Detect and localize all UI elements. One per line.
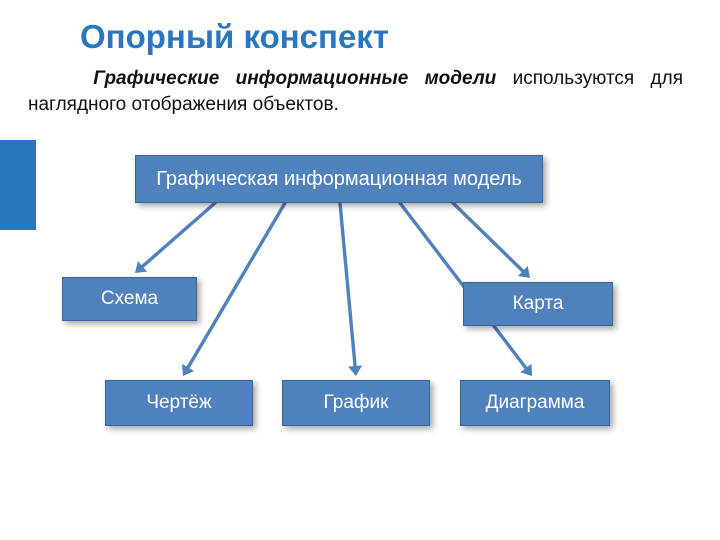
node-chertezh: Чертёж bbox=[105, 380, 253, 426]
node-grafik: График bbox=[282, 380, 430, 426]
node-karta: Карта bbox=[463, 282, 613, 326]
node-diagramma: Диаграмма bbox=[460, 380, 610, 426]
node-schema: Схема bbox=[62, 277, 197, 321]
arrows-layer bbox=[0, 0, 720, 540]
diagram-container: Графическая информационная модель Схема … bbox=[0, 0, 720, 540]
node-root: Графическая информационная модель bbox=[135, 155, 543, 203]
